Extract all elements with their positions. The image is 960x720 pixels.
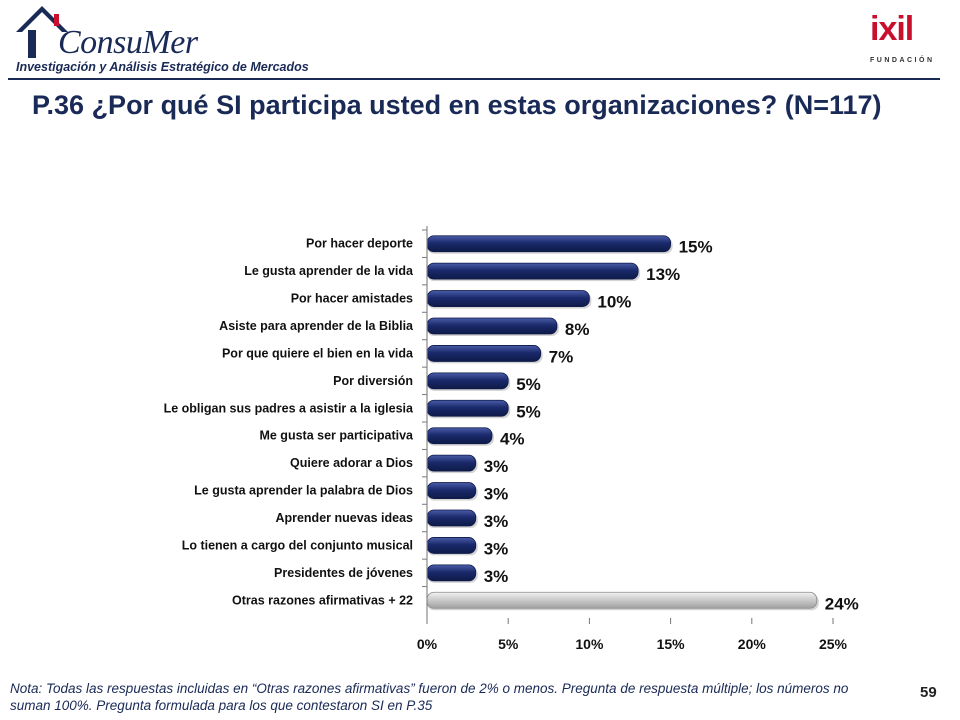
category-label: Presidentes de jóvenes [274, 566, 413, 580]
bar [426, 591, 818, 609]
bar [426, 372, 509, 390]
category-label: Le gusta aprender la palabra de Dios [194, 484, 413, 498]
x-tick-label: 25% [819, 636, 848, 652]
category-label: Asiste para aprender de la Biblia [219, 319, 414, 333]
ixil-logo-text: ixil [870, 10, 914, 48]
bar [426, 345, 542, 362]
bar [426, 399, 509, 417]
value-label: 3% [484, 457, 509, 476]
house-logo-icon [16, 6, 68, 58]
category-label: Lo tienen a cargo del conjunto musical [182, 538, 413, 552]
category-label: Aprender nuevas ideas [275, 511, 413, 525]
category-label: Le gusta aprender de la vida [244, 264, 414, 278]
category-label: Me gusta ser participativa [259, 429, 414, 443]
page-number: 59 [920, 684, 937, 701]
value-label: 24% [825, 594, 859, 613]
category-label: Quiere adorar a Dios [290, 456, 413, 470]
value-label: 7% [549, 347, 574, 366]
x-tick-label: 0% [417, 636, 438, 652]
category-label: Por que quiere el bien en la vida [222, 346, 414, 360]
category-label: Otras razones afirmativas + 22 [232, 593, 413, 607]
page-title: P.36 ¿Por qué SI participa usted en esta… [32, 90, 882, 120]
category-label: Por hacer amistades [291, 292, 413, 306]
ixil-logo-sub: FUNDACIÓN [870, 57, 935, 64]
bar [426, 482, 477, 499]
bar [426, 427, 493, 445]
bar [426, 454, 477, 472]
ixil-logo: ixil FUNDACIÓN [858, 10, 938, 70]
consumer-logo: ConsuMer Investigación y Análisis Estrat… [8, 2, 309, 78]
header-divider [8, 78, 940, 80]
value-label: 13% [646, 265, 680, 284]
bar [426, 317, 558, 335]
consumer-logo-tagline: Investigación y Análisis Estratégico de … [16, 60, 309, 74]
value-label: 5% [516, 375, 541, 394]
value-label: 3% [484, 567, 509, 586]
footnote: Nota: Todas las respuestas incluidas en … [10, 681, 849, 713]
x-tick-label: 5% [498, 636, 519, 652]
consumer-logo-text: ConsuMer [58, 24, 198, 61]
value-label: 3% [484, 539, 509, 558]
bar [426, 290, 590, 307]
value-label: 3% [484, 485, 509, 504]
bar [426, 509, 477, 527]
bar [426, 262, 639, 280]
value-label: 4% [500, 430, 525, 449]
bar [426, 235, 672, 253]
value-label: 5% [516, 402, 541, 421]
x-tick-label: 15% [657, 636, 686, 652]
value-label: 10% [597, 293, 631, 312]
x-tick-label: 10% [575, 636, 604, 652]
category-label: Le obligan sus padres a asistir a la igl… [164, 401, 414, 415]
category-label: Por hacer deporte [306, 237, 413, 251]
bar [426, 564, 477, 582]
value-label: 8% [565, 320, 590, 339]
bar [426, 537, 477, 554]
x-tick-label: 20% [738, 636, 767, 652]
value-label: 15% [679, 238, 713, 257]
value-label: 3% [484, 512, 509, 531]
category-label: Por diversión [333, 374, 413, 388]
